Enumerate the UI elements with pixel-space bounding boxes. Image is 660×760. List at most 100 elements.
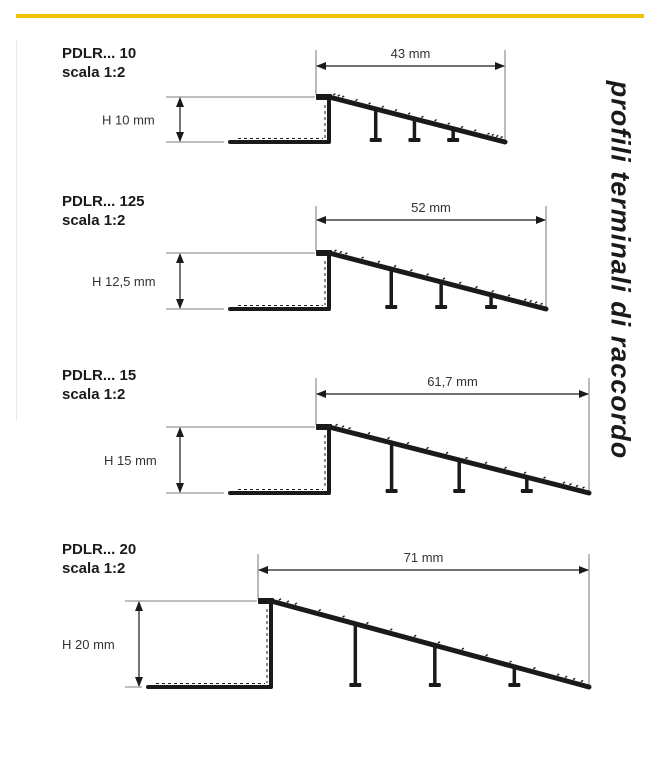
ramp-tread-rib — [491, 289, 495, 293]
profile-scale: scala 1:2 — [62, 560, 126, 577]
profile-label-pdlr-10: PDLR... 10 scala 1:2 — [62, 44, 136, 82]
ramp-tread-rib — [361, 256, 364, 259]
ramp-tread-rib — [335, 423, 338, 427]
width-label: 43 mm — [391, 46, 431, 61]
ramp-tread-rib — [556, 673, 560, 676]
top-accent-rule — [16, 14, 644, 18]
ramp-tread-rib — [413, 634, 417, 638]
ramp-tread-rib — [318, 608, 322, 612]
ramp-tread-rib — [575, 484, 579, 488]
ramp-tread-rib — [381, 105, 385, 109]
profile-leg-foot — [369, 138, 382, 142]
width-label: 52 mm — [411, 200, 451, 215]
ramp-tread-rib — [445, 451, 449, 455]
profile-label-pdlr-20: PDLR... 20 scala 1:2 — [62, 540, 136, 578]
ramp-tread-rib — [337, 94, 341, 97]
profile-code: PDLR... 15 — [62, 367, 137, 384]
ramp-tread-rib — [367, 431, 371, 435]
profile-ramp — [326, 94, 508, 145]
ramp-tread-rib — [475, 285, 478, 289]
ramp-tread-rib — [426, 446, 429, 450]
ramp-tread-rib — [342, 615, 345, 618]
ramp-tread-rib — [365, 621, 369, 625]
profile-leg-foot — [520, 489, 533, 493]
profile-code: PDLR... 10 — [62, 45, 137, 62]
ramp-tread-rib — [507, 294, 511, 297]
ramp-tread-rib — [491, 133, 495, 137]
ramp-tread-rib — [504, 466, 507, 470]
ramp-tread-rib — [286, 600, 290, 603]
ramp-tread-rib — [344, 252, 348, 255]
ramp-tread-rib — [486, 132, 490, 136]
ramp-tread-rib — [532, 666, 536, 670]
ramp-tread-rib — [434, 118, 438, 122]
ramp-tread-rib — [393, 264, 397, 268]
ramp-tread-rib — [529, 299, 533, 303]
ramp-tread-rib — [339, 250, 343, 254]
ramp-tread-rib — [562, 481, 566, 484]
ramp-tread-rib — [394, 108, 398, 112]
profile-leg-foot — [435, 305, 448, 309]
profile-ramp — [326, 250, 549, 312]
ramp-tread-rib — [389, 628, 393, 631]
profile-code: PDLR... 125 — [62, 193, 145, 210]
ramp-tread-rib — [465, 456, 468, 460]
ramp-tread-rib — [409, 268, 413, 272]
profile-code: PDLR... 20 — [62, 541, 137, 558]
ramp-tread-rib — [523, 298, 527, 301]
profile-leg-foot — [385, 305, 398, 309]
profile-scale: scala 1:2 — [62, 386, 126, 403]
ramp-tread-rib — [278, 598, 282, 601]
height-label: H 12,5 mm — [92, 274, 156, 289]
ramp-tread-rib — [437, 641, 441, 644]
width-label: 71 mm — [404, 550, 444, 565]
ramp-tread-rib — [500, 135, 504, 139]
ramp-tread-rib — [580, 679, 584, 683]
height-label: H 20 mm — [62, 637, 115, 652]
ramp-tread-rib — [406, 441, 410, 445]
profile-leg-foot — [485, 305, 498, 309]
profile-ramp — [268, 598, 592, 690]
ramp-tread-rib — [461, 647, 465, 651]
ramp-tread-rib — [447, 122, 451, 125]
ramp-tread-rib — [460, 125, 464, 129]
ramp-tread-rib — [341, 425, 345, 428]
ramp-tread-rib — [572, 677, 576, 681]
ramp-tread-rib — [377, 260, 381, 264]
profile-scale: scala 1:2 — [62, 64, 126, 81]
profile-leg-foot — [428, 683, 441, 687]
ramp-tread-rib — [540, 302, 543, 306]
ramp-tread-rib — [534, 301, 538, 304]
profile-leg-foot — [408, 138, 421, 142]
ramp-tread-rib — [407, 112, 411, 115]
ramp-tread-rib — [332, 93, 336, 96]
ramp-tread-rib — [484, 461, 488, 465]
profile-label-pdlr-15: PDLR... 15 scala 1:2 — [62, 366, 136, 404]
ramp-tread-rib — [523, 471, 527, 475]
ramp-tread-rib — [473, 129, 477, 132]
profile-leg-foot — [385, 489, 398, 493]
dimension-lines — [125, 50, 590, 688]
profile-leg-foot — [447, 138, 460, 142]
ramp-tread-rib — [458, 281, 462, 285]
left-margin-rule — [16, 40, 17, 420]
ramp-tread-rib — [564, 675, 568, 679]
profile-leg-foot — [508, 683, 521, 687]
profile-scale: scala 1:2 — [62, 212, 126, 229]
ramp-tread-rib — [582, 486, 585, 489]
ramp-tread-rib — [294, 602, 298, 606]
ramp-tread-rib — [569, 482, 572, 486]
dimension-labels: H 10 mm H 12,5 mm H 15 mm H 20 mm 43 mm … — [62, 46, 478, 652]
ramp-tread-rib — [442, 277, 446, 280]
ramp-tread-rib — [426, 273, 430, 276]
profile-shapes — [146, 93, 592, 690]
ramp-tread-rib — [354, 98, 358, 102]
ramp-tread-rib — [420, 115, 424, 119]
ramp-tread-rib — [495, 134, 499, 138]
profile-leg-foot — [349, 683, 362, 687]
width-label: 61,7 mm — [427, 374, 478, 389]
ramp-tread-rib — [543, 476, 546, 480]
ramp-tread-rib — [509, 660, 512, 664]
ramp-tread-rib — [348, 426, 351, 430]
